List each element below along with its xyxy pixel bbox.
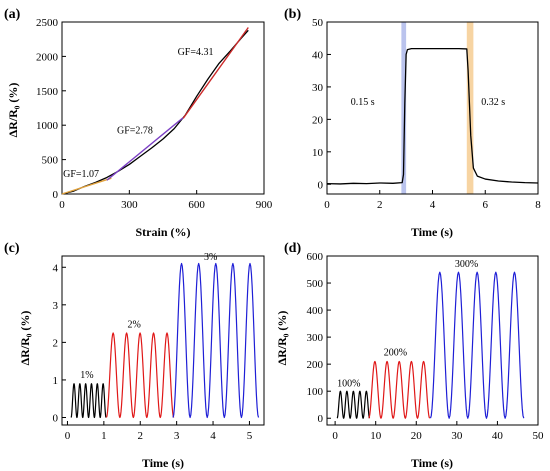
- panel-c-ytick-label: 1: [53, 375, 59, 387]
- panel-c-annotation: 3%: [204, 252, 217, 263]
- panel-b-xtick-label: 0: [324, 199, 330, 211]
- panel-d-xtick-label: 0: [332, 430, 338, 442]
- panel-c-ytick-label: 3: [53, 300, 59, 312]
- panel-b: (b) Time (s) 0 2 4 6 8 0 10 20 30 40 50 0.15 s 0.32 …: [284, 7, 541, 239]
- panel-b-label: (b): [284, 7, 301, 22]
- panel-a-ytick-label: 500: [42, 155, 59, 167]
- panel-d-ytick-label: 0: [318, 413, 324, 425]
- panel-d-ytick-label: 200: [307, 359, 324, 371]
- panel-c-annotation: 1%: [80, 370, 93, 381]
- panel-d-xtick-label: 50: [533, 430, 545, 442]
- panel-b-annotation: 0.32 s: [481, 97, 505, 108]
- panel-d-ytick-label: 300: [307, 332, 324, 344]
- panel-d-label: (d): [284, 241, 301, 256]
- panel-b-annotation: 0.15 s: [351, 97, 375, 108]
- panel-d-xtick-label: 40: [492, 430, 504, 442]
- panel-c-series-2pct: [105, 332, 175, 419]
- panel-a-fit-line: [182, 27, 249, 119]
- panel-a-fit-line: [61, 177, 112, 195]
- panel-a-ytick-label: 1500: [36, 86, 59, 98]
- panel-d-ytick-label: 400: [307, 305, 324, 317]
- panel-c: (c) Time (s) ΔR/R₀ (%) 0 1 2 3 4 5 0 1 2 3 4 1% 2% 3%: [4, 241, 265, 470]
- panel-c-series-1pct: [70, 383, 107, 419]
- panel-b-ytick-label: 10: [312, 147, 324, 159]
- panel-a-ytick-label: 1000: [36, 120, 59, 132]
- panel-c-ytick-label: 0: [53, 412, 59, 424]
- panel-d-annotation: 200%: [384, 348, 407, 359]
- panel-b-xlabel: Time (s): [411, 225, 453, 239]
- panel-d-series-300pct: [429, 271, 525, 419]
- panel-c-ytick-label: 4: [53, 262, 59, 274]
- panel-c-ylabel: ΔR/R₀ (%): [18, 311, 32, 366]
- panel-d-ytick-label: 100: [307, 386, 324, 398]
- panel-a-fit-line: [106, 117, 184, 181]
- panel-a-annotation: GF=1.07: [63, 169, 99, 180]
- panel-c-xlabel: Time (s): [142, 456, 184, 470]
- panel-a-frame: [61, 21, 265, 195]
- panel-a-xtick-label: 300: [121, 199, 138, 211]
- panel-d: (d) Time (s) ΔR/R₀ (%) 0 10 20 30 40 50010020…: [275, 241, 544, 470]
- panel-c-label: (c): [4, 241, 20, 256]
- panel-d-xtick-label: 30: [451, 430, 463, 442]
- panel-b-plot: 0 2 4 6 8 0 10 20 30 40 50 0.15 s 0.32 s: [312, 17, 541, 211]
- panel-b-ytick-label: 20: [312, 114, 324, 126]
- panel-a-ytick-label: 2000: [36, 51, 59, 63]
- panel-a-xlabel: Strain (%): [136, 225, 191, 239]
- panel-d-xtick-label: 10: [370, 430, 382, 442]
- panel-b-ytick-label: 40: [312, 49, 324, 61]
- panel-b-xtick-label: 6: [483, 199, 489, 211]
- panel-c-xtick-label: 5: [247, 430, 253, 442]
- panel-a-ytick-label: 0: [53, 189, 59, 201]
- panel-c-series-3pct: [172, 262, 260, 419]
- panel-a-xtick-label: 900: [256, 199, 273, 211]
- panel-a-ytick-label: 2500: [36, 17, 59, 29]
- panel-c-annotation: 2%: [128, 319, 141, 330]
- panel-b-response-curve: [326, 47, 539, 185]
- panel-a-ylabel: ΔR/R₀ (%): [6, 83, 20, 138]
- panel-c-xtick-label: 0: [65, 430, 71, 442]
- panel-d-ytick-label: 500: [307, 278, 324, 290]
- panel-d-ylabel: ΔR/R₀ (%): [275, 311, 289, 366]
- panel-d-ytick-label: 600: [307, 251, 324, 263]
- panel-d-xtick-label: 20: [411, 430, 423, 442]
- panel-d-series-200pct: [368, 360, 431, 419]
- panel-a-label: (a): [4, 7, 21, 22]
- panel-a: (a) Strain (%) ΔR/R₀ (%) 0 300 600 900 0 500 1…: [4, 7, 273, 239]
- panel-c-xtick-label: 3: [174, 430, 180, 442]
- panel-b-frame: [326, 21, 539, 195]
- panel-b-ytick-label: 50: [312, 17, 324, 29]
- panel-d-series-100pct: [336, 390, 371, 419]
- panel-a-xtick-label: 0: [59, 199, 65, 211]
- panel-d-frame: [326, 255, 539, 426]
- panel-a-plot: 0 300 600 900 0 500 1000 1500 2000 2500 GF=1.07 GF=…: [36, 17, 273, 211]
- panel-b-xtick-label: 4: [430, 199, 436, 211]
- panel-a-data-curve: [61, 29, 249, 195]
- panel-b-highlight-band: [401, 22, 407, 194]
- panel-d-plot: 0 10 20 30 40 500100200300400500600100%200%30…: [307, 251, 545, 442]
- panel-d-annotation: 100%: [337, 378, 360, 389]
- panel-c-xtick-label: 4: [210, 430, 216, 442]
- panel-a-annotation: GF=4.31: [178, 47, 214, 58]
- panel-b-xtick-label: 2: [377, 199, 383, 211]
- panel-a-annotation: GF=2.78: [117, 125, 153, 136]
- panel-d-xlabel: Time (s): [411, 456, 453, 470]
- panel-d-annotation: 300%: [455, 259, 478, 270]
- panel-c-ytick-label: 2: [53, 337, 59, 349]
- panel-b-ytick-label: 0: [318, 179, 324, 191]
- panel-b-xtick-label: 8: [535, 199, 541, 211]
- panel-b-ytick-label: 30: [312, 82, 324, 94]
- panel-a-xtick-label: 600: [188, 199, 205, 211]
- panel-c-xtick-label: 2: [138, 430, 144, 442]
- panel-c-frame: [61, 255, 265, 426]
- panel-c-xtick-label: 1: [101, 430, 107, 442]
- panel-c-plot: 0 1 2 3 4 5 0 1 2 3 4 1% 2% 3%: [53, 252, 265, 442]
